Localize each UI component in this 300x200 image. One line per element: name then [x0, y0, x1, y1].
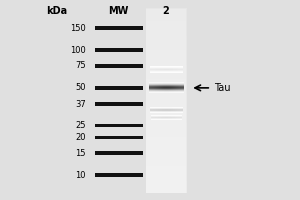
Bar: [95, 136, 142, 139]
Bar: [95, 173, 142, 177]
Text: 100: 100: [70, 46, 86, 55]
Bar: [95, 102, 142, 106]
Text: 15: 15: [75, 149, 86, 158]
Text: 25: 25: [75, 121, 86, 130]
Text: MW: MW: [109, 6, 129, 16]
Bar: [95, 124, 142, 127]
Text: 2: 2: [162, 6, 169, 16]
Text: kDa: kDa: [46, 6, 67, 16]
Bar: [95, 64, 142, 68]
Text: 37: 37: [75, 100, 86, 109]
Text: 75: 75: [75, 61, 86, 70]
Text: 50: 50: [75, 83, 86, 92]
Bar: [95, 26, 142, 30]
Text: 10: 10: [75, 171, 86, 180]
Bar: [95, 151, 142, 155]
Bar: [95, 86, 142, 90]
Text: 150: 150: [70, 24, 86, 33]
Bar: [95, 48, 142, 52]
Bar: [146, 9, 186, 193]
Text: 20: 20: [75, 133, 86, 142]
Text: Tau: Tau: [214, 83, 231, 93]
